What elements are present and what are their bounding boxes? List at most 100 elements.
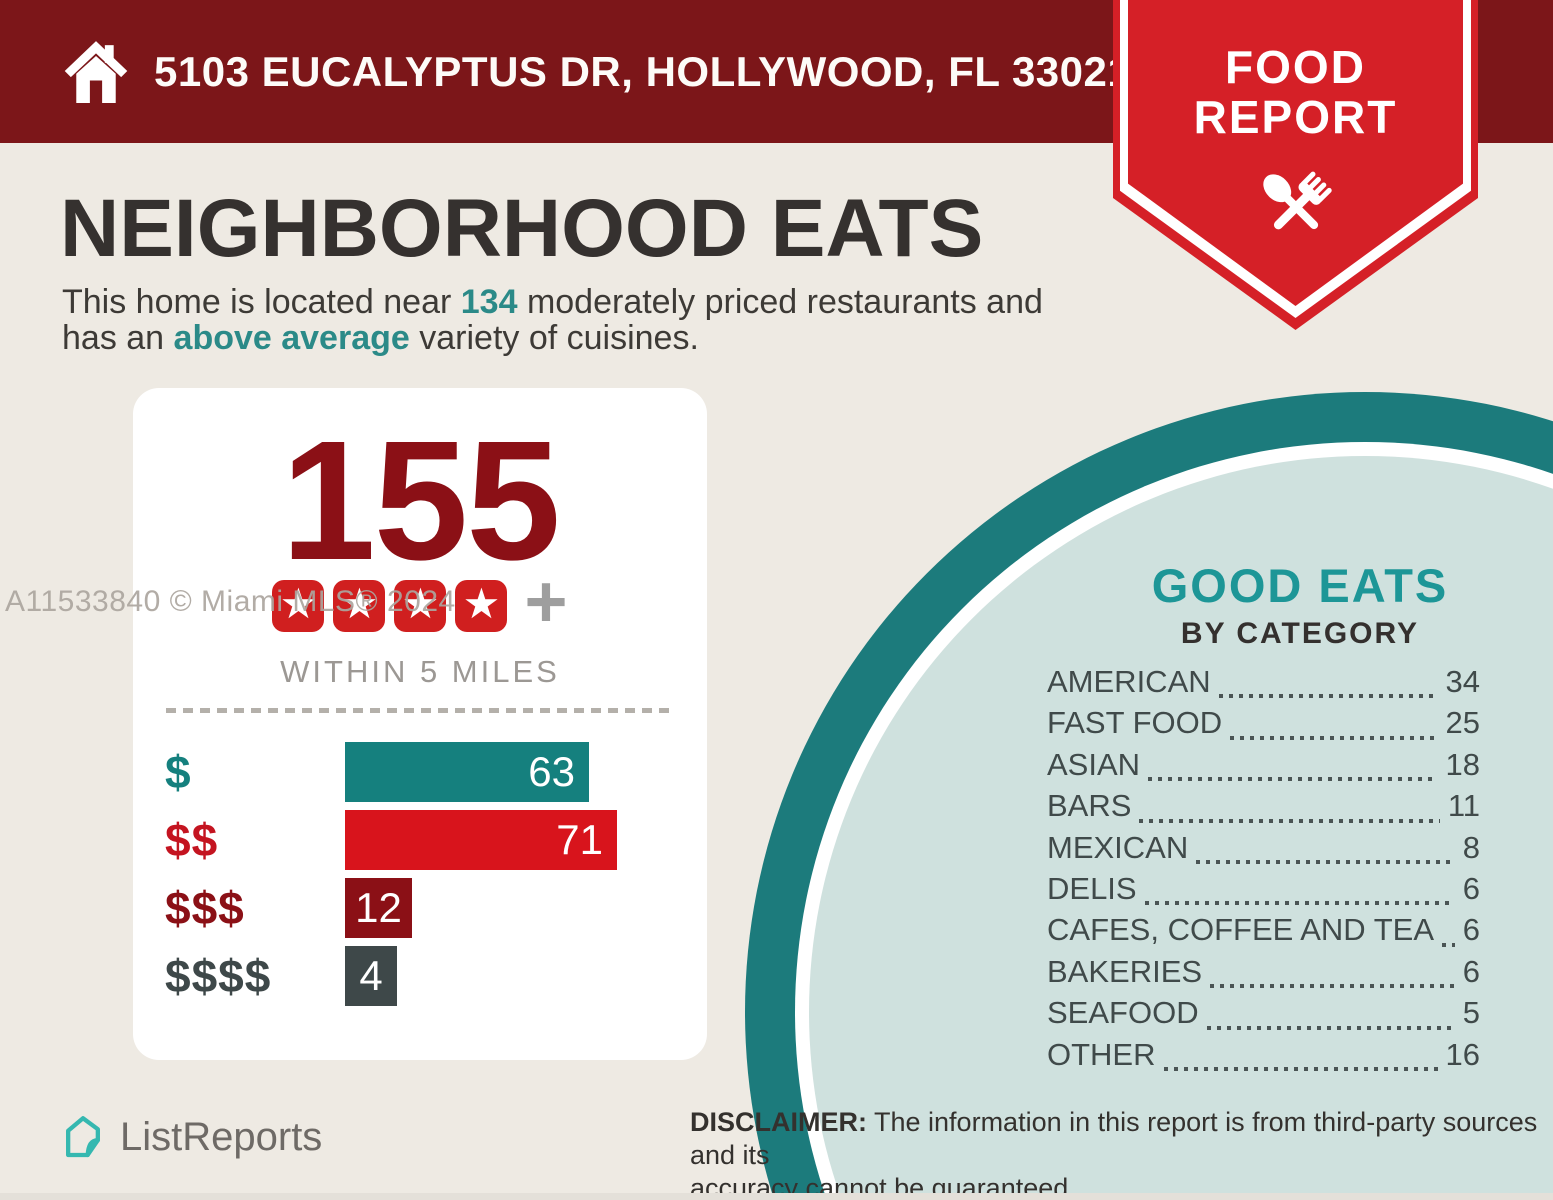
restaurant-count: 134	[460, 283, 518, 321]
disclaimer: DISCLAIMER: The information in this repo…	[690, 1106, 1553, 1200]
category-label: BARS	[1047, 788, 1132, 824]
dotted-leader	[1148, 777, 1438, 782]
price-bar-row: $63	[165, 742, 675, 802]
good-eats-subtitle: BY CATEGORY	[1180, 617, 1420, 650]
price-bar: 4	[345, 946, 397, 1006]
listreports-logo-icon	[66, 1116, 100, 1158]
dotted-leader	[1230, 735, 1438, 740]
category-row: BARS 11	[1047, 788, 1480, 829]
category-value: 11	[1447, 788, 1480, 824]
intro-paragraph: This home is located near 134 moderately…	[62, 284, 1043, 356]
category-row: SEAFOOD 5	[1047, 995, 1480, 1036]
category-row: OTHER 16	[1047, 1037, 1480, 1078]
page-title: NEIGHBORHOOD EATS	[60, 183, 984, 274]
category-row: CAFES, COFFEE AND TEA 6	[1047, 912, 1480, 953]
variety-rating: above average	[173, 319, 410, 357]
dotted-leader	[1210, 984, 1455, 989]
price-tier-label: $	[165, 746, 192, 798]
property-address: 5103 EUCALYPTUS DR, HOLLYWOOD, FL 33021	[154, 47, 1132, 95]
price-bar: 12	[345, 878, 412, 938]
star-icon: ★	[462, 580, 501, 627]
summary-card: 155 ★ ★ ★ ★ + WITHIN 5 MILES $63 $$ 71 $$$ 12 $$$…	[133, 388, 707, 1060]
dashed-divider	[166, 708, 674, 713]
price-tier-bar-chart: $63 $$ 71 $$$ 12 $$$$ 4	[165, 742, 675, 1014]
price-bar-row: $$ 71	[165, 810, 675, 870]
category-value: 18	[1445, 746, 1480, 782]
star-tile: ★	[333, 580, 386, 632]
price-bar-value: 4	[359, 952, 383, 999]
price-tier-label: $$	[165, 814, 219, 866]
dotted-leader	[1139, 818, 1440, 823]
disclaimer-text-line1: The information in this report is from t…	[690, 1107, 1538, 1170]
category-label: BAKERIES	[1047, 953, 1203, 989]
category-label: FAST FOOD	[1047, 705, 1223, 741]
price-tier-label: $$$	[165, 882, 245, 934]
price-bar-row: $$$$ 4	[165, 946, 675, 1006]
category-value: 5	[1462, 995, 1480, 1031]
star-tile: ★	[394, 580, 447, 632]
category-label: DELIS	[1047, 870, 1137, 906]
intro-text: variety of cuisines.	[409, 319, 699, 357]
listreports-brand: ListReports	[58, 1108, 322, 1166]
price-bar: 71	[345, 810, 617, 870]
star-tile: ★	[272, 580, 325, 632]
dotted-leader	[1144, 901, 1455, 906]
dotted-leader	[1218, 694, 1438, 699]
bottom-edge-strip	[0, 1193, 1553, 1200]
intro-text: This home is located near	[62, 283, 461, 321]
price-bar-value: 63	[528, 748, 575, 795]
good-eats-title: GOOD EATS	[1151, 559, 1449, 612]
category-value: 25	[1445, 705, 1480, 741]
star-tile: ★	[455, 580, 508, 632]
star-icon: ★	[279, 580, 318, 627]
ribbon-title-line1: FOOD	[1225, 41, 1366, 93]
ribbon-title-line2: REPORT	[1193, 91, 1398, 143]
category-row: DELIS 6	[1047, 871, 1480, 912]
category-value: 8	[1462, 829, 1480, 865]
mls-watermark: A11533840 © Miami MLS® 2024	[5, 585, 456, 618]
plus-icon: +	[524, 560, 568, 643]
star-icon: ★	[401, 580, 440, 627]
intro-text: has an	[62, 319, 174, 357]
category-row: ASIAN 18	[1047, 747, 1480, 788]
radius-label: WITHIN 5 MILES	[280, 654, 560, 689]
intro-line2: has an above average variety of cuisines…	[62, 320, 1043, 356]
category-label: ASIAN	[1047, 746, 1141, 782]
dotted-leader	[1163, 1066, 1438, 1071]
category-label: MEXICAN	[1047, 829, 1189, 865]
star-icon: ★	[340, 580, 379, 627]
disclaimer-label: DISCLAIMER:	[690, 1107, 867, 1137]
price-tier-label: $$$$	[165, 950, 272, 1002]
category-value: 16	[1445, 1036, 1480, 1072]
intro-text: moderately priced restaurants and	[517, 283, 1043, 321]
home-icon	[64, 41, 128, 103]
category-row: AMERICAN 34	[1047, 664, 1480, 705]
price-bar-value: 71	[556, 816, 603, 863]
category-label: AMERICAN	[1047, 664, 1211, 699]
category-label: OTHER	[1047, 1036, 1156, 1072]
food-report-ribbon: FOOD REPORT	[1113, 0, 1478, 330]
dotted-leader	[1206, 1025, 1455, 1030]
category-value: 34	[1445, 664, 1480, 699]
category-value: 6	[1462, 953, 1480, 989]
star-rating: ★ ★ ★ ★ +	[133, 565, 707, 639]
ribbon-content: FOOD REPORT	[1113, 0, 1478, 263]
dotted-leader	[1196, 859, 1455, 864]
price-bar-row: $$$ 12	[165, 878, 675, 938]
category-label: CAFES, COFFEE AND TEA	[1047, 912, 1435, 948]
price-bar: 63	[345, 742, 589, 802]
category-row: FAST FOOD 25	[1047, 705, 1480, 746]
category-row: BAKERIES 6	[1047, 954, 1480, 995]
price-bar-value: 12	[355, 884, 402, 931]
spoon-fork-crossed-icon	[1262, 171, 1332, 230]
category-value: 6	[1462, 912, 1480, 948]
category-row: MEXICAN 8	[1047, 830, 1480, 871]
intro-line1: This home is located near 134 moderately…	[62, 284, 1043, 320]
listreports-wordmark: ListReports	[120, 1114, 323, 1159]
good-eats-header: GOOD EATS BY CATEGORY	[1075, 562, 1525, 649]
category-value: 6	[1462, 870, 1480, 906]
category-label: SEAFOOD	[1047, 995, 1199, 1031]
dotted-leader	[1442, 942, 1455, 947]
total-restaurant-count: 155	[281, 406, 561, 596]
